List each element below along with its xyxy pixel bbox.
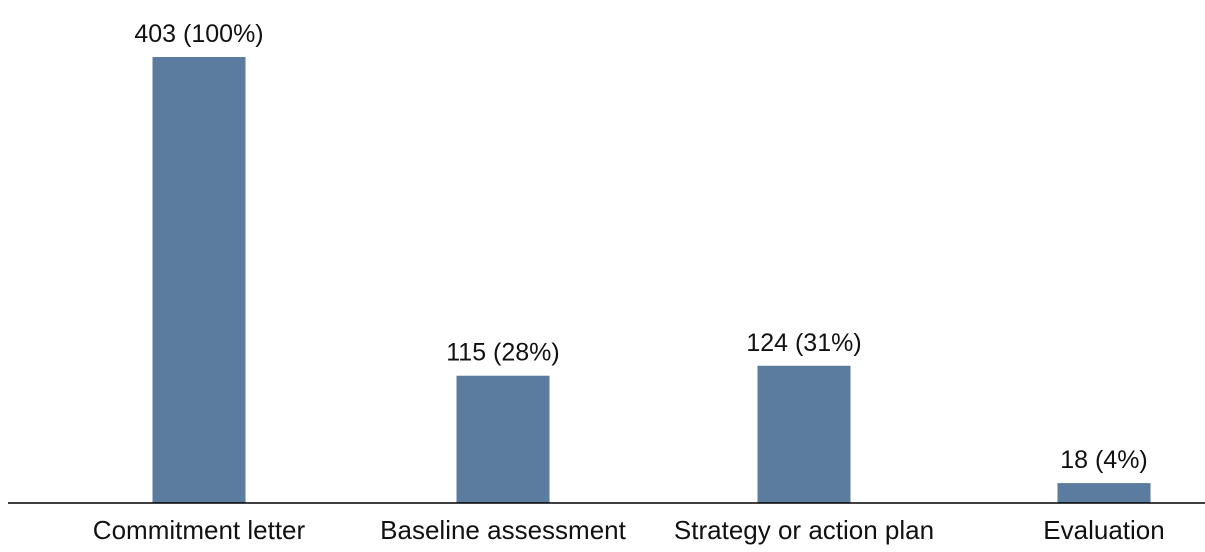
category-label-commitment-letter: Commitment letter [93,515,306,545]
data-label-evaluation: 18 (4%) [1060,446,1148,474]
bar-commitment-letter [152,57,246,503]
category-label-baseline-assessment: Baseline assessment [380,515,626,545]
data-labels-layer: 403 (100%) 115 (28%) 124 (31%) 18 (4%) [134,20,1147,474]
bar-baseline-assessment [456,375,550,503]
category-labels-layer: Commitment letter Baseline assessment Stra… [93,515,1165,545]
bar-strategy-or-action-plan [757,365,851,503]
bars-layer [152,57,1151,503]
category-label-evaluation: Evaluation [1043,515,1164,545]
data-label-commitment-letter: 403 (100%) [134,20,263,48]
bar-evaluation [1057,483,1151,503]
category-label-strategy-or-action-plan: Strategy or action plan [674,515,934,545]
data-label-baseline-assessment: 115 (28%) [446,339,560,367]
data-label-strategy-or-action-plan: 124 (31%) [746,329,861,357]
